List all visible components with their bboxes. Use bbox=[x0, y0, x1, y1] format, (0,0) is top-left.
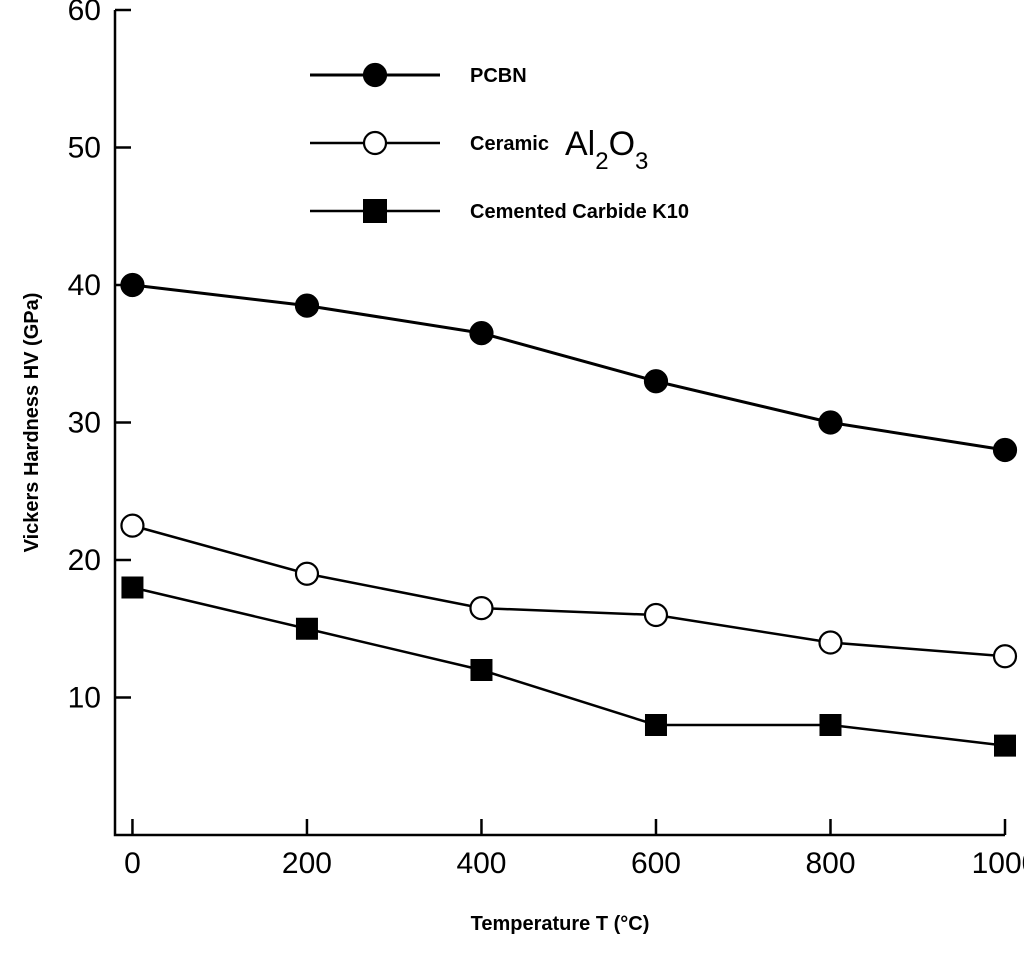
legend-label-formula: Al2O3 bbox=[565, 125, 648, 175]
data-marker bbox=[364, 200, 386, 222]
data-marker bbox=[645, 370, 667, 392]
data-marker bbox=[470, 322, 492, 344]
data-marker bbox=[819, 632, 841, 654]
data-marker bbox=[820, 715, 840, 735]
x-tick-label: 600 bbox=[631, 847, 681, 880]
series-line-ceramic bbox=[132, 526, 1005, 657]
data-marker bbox=[121, 515, 143, 537]
data-marker bbox=[819, 412, 841, 434]
chart-svg: 10203040506002004006008001000Temperature… bbox=[0, 0, 1024, 954]
data-marker bbox=[122, 578, 142, 598]
x-tick-label: 0 bbox=[124, 847, 141, 880]
data-marker bbox=[296, 563, 318, 585]
y-tick-label: 40 bbox=[68, 269, 101, 302]
y-tick-label: 30 bbox=[68, 407, 101, 440]
axes bbox=[115, 10, 1005, 835]
x-tick-label: 400 bbox=[456, 847, 506, 880]
hardness-vs-temperature-chart: 10203040506002004006008001000Temperature… bbox=[0, 0, 1024, 954]
data-marker bbox=[297, 619, 317, 639]
legend-label: PCBN bbox=[470, 65, 527, 87]
data-marker bbox=[994, 439, 1016, 461]
data-marker bbox=[646, 715, 666, 735]
y-tick-label: 20 bbox=[68, 544, 101, 577]
y-tick-label: 10 bbox=[68, 682, 101, 715]
data-marker bbox=[364, 64, 386, 86]
data-marker bbox=[471, 660, 491, 680]
legend-label: Ceramic bbox=[470, 133, 549, 155]
series-line-pcbn bbox=[132, 285, 1005, 450]
data-marker bbox=[994, 645, 1016, 667]
x-axis-label: Temperature T (°C) bbox=[471, 913, 650, 935]
data-marker bbox=[645, 604, 667, 626]
x-tick-label: 1000 bbox=[972, 847, 1024, 880]
x-tick-label: 200 bbox=[282, 847, 332, 880]
data-marker bbox=[995, 736, 1015, 756]
legend-label: Cemented Carbide K10 bbox=[470, 201, 689, 223]
data-marker bbox=[470, 597, 492, 619]
data-marker bbox=[296, 295, 318, 317]
x-tick-label: 800 bbox=[805, 847, 855, 880]
data-marker bbox=[121, 274, 143, 296]
y-tick-label: 50 bbox=[68, 132, 101, 165]
y-tick-label: 60 bbox=[68, 0, 101, 27]
y-axis-label: Vickers Hardness HV (GPa) bbox=[21, 293, 43, 553]
data-marker bbox=[364, 132, 386, 154]
